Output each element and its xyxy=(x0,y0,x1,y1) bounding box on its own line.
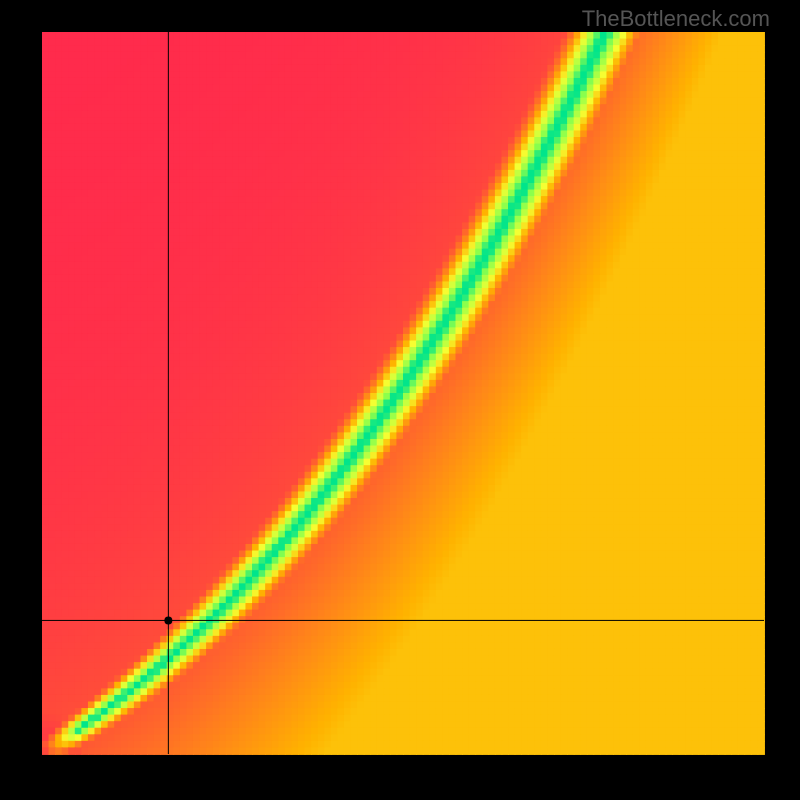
bottleneck-heatmap xyxy=(0,0,800,800)
watermark-text: TheBottleneck.com xyxy=(582,6,770,32)
